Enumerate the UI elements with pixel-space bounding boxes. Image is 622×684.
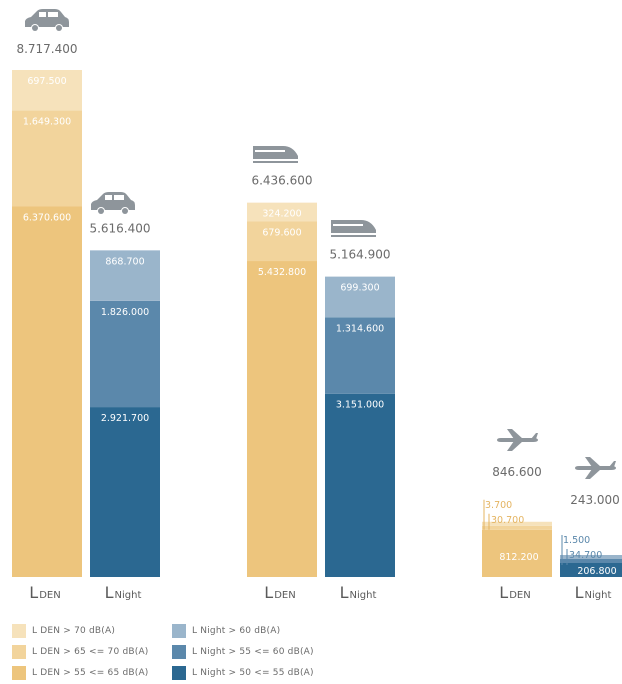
category-label: LNight bbox=[575, 583, 612, 602]
legend-item-lnight-55-60: L Night > 55 <= 60 dB(A) bbox=[172, 643, 314, 661]
legend-label: L DEN > 70 dB(A) bbox=[32, 626, 116, 636]
legend-item-lden-65-70: L DEN > 65 <= 70 dB(A) bbox=[12, 643, 149, 661]
airplane-icon bbox=[497, 429, 538, 451]
car-icon bbox=[91, 192, 135, 215]
bar-total-label: 846.600 bbox=[492, 465, 542, 479]
legend-item-lden-55-65: L DEN > 55 <= 65 dB(A) bbox=[12, 664, 149, 682]
noise-exposure-chart: 6.370.600 1.649.300 697.500 8.717.400 LDEN 2.… bbox=[12, 9, 622, 602]
data-label: 679.600 bbox=[262, 228, 301, 239]
data-label: 3.700 bbox=[485, 500, 512, 511]
data-label: 1.500 bbox=[563, 535, 590, 546]
data-label: 697.500 bbox=[27, 76, 66, 87]
bar-segment bbox=[12, 206, 82, 577]
bar-total-label: 243.000 bbox=[570, 493, 620, 507]
data-label: 34.700 bbox=[569, 550, 602, 561]
category-label: LDEN bbox=[29, 583, 60, 602]
train-icon bbox=[331, 220, 376, 237]
legend-swatch bbox=[12, 624, 26, 638]
legend-label: L DEN > 55 <= 65 dB(A) bbox=[32, 668, 149, 678]
data-label: 1.649.300 bbox=[23, 117, 71, 128]
legend-swatch bbox=[12, 645, 26, 659]
data-label: 2.921.700 bbox=[101, 413, 149, 424]
legend-swatch bbox=[172, 666, 186, 680]
legend-label: L DEN > 65 <= 70 dB(A) bbox=[32, 647, 149, 657]
car-icon bbox=[25, 9, 69, 32]
data-label: 206.800 bbox=[577, 566, 616, 577]
bar-segment bbox=[325, 317, 395, 394]
train-icon bbox=[253, 146, 298, 163]
bar-total-label: 5.616.400 bbox=[89, 221, 150, 235]
legend-swatch bbox=[172, 645, 186, 659]
bar-segment bbox=[90, 300, 160, 408]
airplane-icon bbox=[575, 457, 616, 479]
bar-segment bbox=[12, 110, 82, 207]
data-label: 3.151.000 bbox=[336, 400, 384, 411]
data-label: 1.314.600 bbox=[336, 323, 384, 334]
bar-segment bbox=[560, 555, 622, 559]
legend-label: L Night > 50 <= 55 dB(A) bbox=[192, 668, 314, 678]
bar-segment bbox=[482, 521, 552, 526]
bar-segment bbox=[560, 559, 622, 563]
chart-legend: L DEN > 70 dB(A) L DEN > 65 <= 70 dB(A) … bbox=[12, 622, 612, 682]
legend-item-lnight-50-55: L Night > 50 <= 55 dB(A) bbox=[172, 664, 314, 682]
legend-label: L Night > 55 <= 60 dB(A) bbox=[192, 647, 314, 657]
data-label: 812.200 bbox=[499, 552, 538, 563]
legend-label: L Night > 60 dB(A) bbox=[192, 626, 281, 636]
legend-item-lden-70: L DEN > 70 dB(A) bbox=[12, 622, 115, 640]
category-label: LDEN bbox=[499, 583, 530, 602]
legend-swatch bbox=[12, 666, 26, 680]
bar-segment bbox=[90, 407, 160, 577]
data-label: 6.370.600 bbox=[23, 212, 71, 223]
bar-total-label: 8.717.400 bbox=[16, 42, 77, 56]
bar-segment bbox=[560, 563, 622, 577]
bar-segment bbox=[12, 70, 82, 111]
bar-segment bbox=[247, 202, 317, 222]
data-label: 699.300 bbox=[340, 283, 379, 294]
category-label: LDEN bbox=[264, 583, 295, 602]
bar-segment bbox=[247, 221, 317, 262]
legend-swatch bbox=[172, 624, 186, 638]
category-label: LNight bbox=[340, 583, 377, 602]
bar-segment bbox=[325, 393, 395, 577]
data-label: 5.432.800 bbox=[258, 267, 306, 278]
bar-segment bbox=[90, 250, 160, 301]
bar-segment bbox=[482, 525, 552, 530]
bar-segment bbox=[482, 529, 552, 577]
data-label: 324.200 bbox=[262, 209, 301, 220]
category-label: LNight bbox=[105, 583, 142, 602]
bar-segment bbox=[247, 261, 317, 577]
bar-total-label: 6.436.600 bbox=[251, 174, 312, 188]
bar-segment bbox=[325, 276, 395, 318]
legend-item-lnight-60: L Night > 60 dB(A) bbox=[172, 622, 280, 640]
bar-total-label: 5.164.900 bbox=[329, 248, 390, 262]
data-label: 868.700 bbox=[105, 256, 144, 267]
data-label: 30.700 bbox=[491, 515, 524, 526]
data-label: 1.826.000 bbox=[101, 307, 149, 318]
